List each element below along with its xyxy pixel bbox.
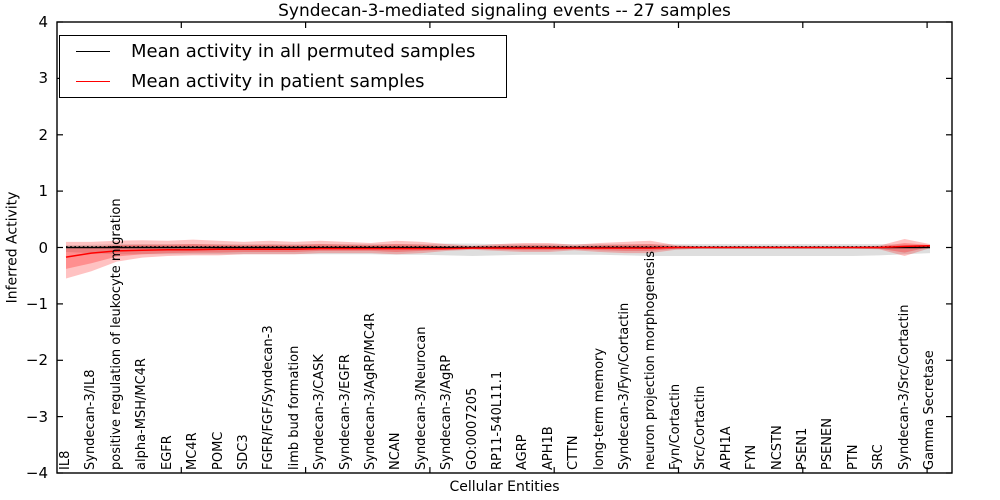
x-tick-label: GO:0007205	[464, 387, 480, 470]
x-tick-label: RP11-540L11.1	[490, 370, 505, 470]
x-tick-label: EGFR	[159, 435, 175, 470]
x-tick-label: POMC	[210, 431, 226, 470]
x-tick-label: Syndecan-3/IL8	[83, 369, 99, 470]
legend-entry-permuted: Mean activity in all permuted samples	[60, 38, 506, 66]
x-tick-label: long-term memory	[591, 347, 607, 470]
x-tick-label: Syndecan-3/EGFR	[337, 354, 353, 470]
x-tick-label: Src/Cortactin	[693, 385, 709, 470]
x-tick-label: Syndecan-3/CASK	[312, 354, 328, 470]
y-tick-label: 4	[38, 13, 48, 31]
line-patient_mean	[65, 245, 931, 258]
x-tick-label: APH1A	[718, 426, 734, 470]
y-tick-label: 2	[38, 126, 48, 144]
y-tick-label: 0	[38, 239, 48, 257]
legend-line-sample-red	[76, 80, 110, 82]
x-tick-label: PTN	[845, 444, 861, 470]
x-tick-label: FYN	[744, 444, 760, 470]
legend-label: Mean activity in all permuted samples	[131, 41, 476, 63]
x-tick-label: Gamma Secretase	[922, 350, 937, 470]
y-tick-label: −1	[25, 295, 48, 313]
x-tick-label: PSENEN	[820, 418, 836, 470]
legend-label: Mean activity in patient samples	[131, 70, 425, 92]
x-tick-label: Syndecan-3/AgRP	[439, 354, 455, 470]
x-tick-label: NCAN	[388, 432, 404, 470]
x-tick-label: NCSTN	[769, 425, 785, 470]
x-tick-label: APH1B	[540, 426, 556, 470]
y-tick-label: 3	[38, 69, 48, 87]
chart-title: Syndecan-3-mediated signaling events -- …	[278, 1, 731, 21]
x-tick-label: IL8	[58, 450, 73, 470]
x-tick-label: positive regulation of leukocyte migrati…	[108, 198, 124, 470]
x-tick-label: limb bud formation	[286, 345, 302, 470]
x-tick-label: CTTN	[566, 435, 582, 470]
x-tick-label: PSEN1	[794, 427, 810, 470]
x-tick-label: alpha-MSH/MC4R	[134, 358, 150, 470]
legend-line-sample-black	[76, 51, 110, 53]
x-tick-label: Syndecan-3/AgRP/MC4R	[362, 312, 378, 470]
legend-entry-patient: Mean activity in patient samples	[60, 67, 506, 95]
x-tick-label: Syndecan-3/Fyn/Cortactin	[617, 302, 633, 470]
y-tick-label: 1	[38, 182, 48, 200]
x-tick-label: SDC3	[235, 434, 251, 470]
x-tick-label: Syndecan-3/Src/Cortactin	[896, 304, 912, 470]
x-tick-label: AGRP	[515, 434, 531, 470]
x-tick-label: Syndecan-3/Neurocan	[413, 326, 429, 470]
x-tick-label: SRC	[871, 444, 887, 470]
y-tick-label: −3	[25, 408, 48, 426]
y-tick-label: −4	[25, 464, 48, 482]
x-tick-label: Fyn/Cortactin	[667, 383, 683, 470]
legend: Mean activity in all permuted samples Me…	[59, 35, 507, 98]
x-tick-label: FGFR/FGF/Syndecan-3	[261, 325, 277, 470]
y-tick-label: −2	[25, 351, 48, 369]
x-tick-label: MC4R	[185, 432, 201, 470]
x-tick-label: neuron projection morphogenesis	[642, 251, 658, 470]
x-axis-label: Cellular Entities	[449, 479, 560, 495]
